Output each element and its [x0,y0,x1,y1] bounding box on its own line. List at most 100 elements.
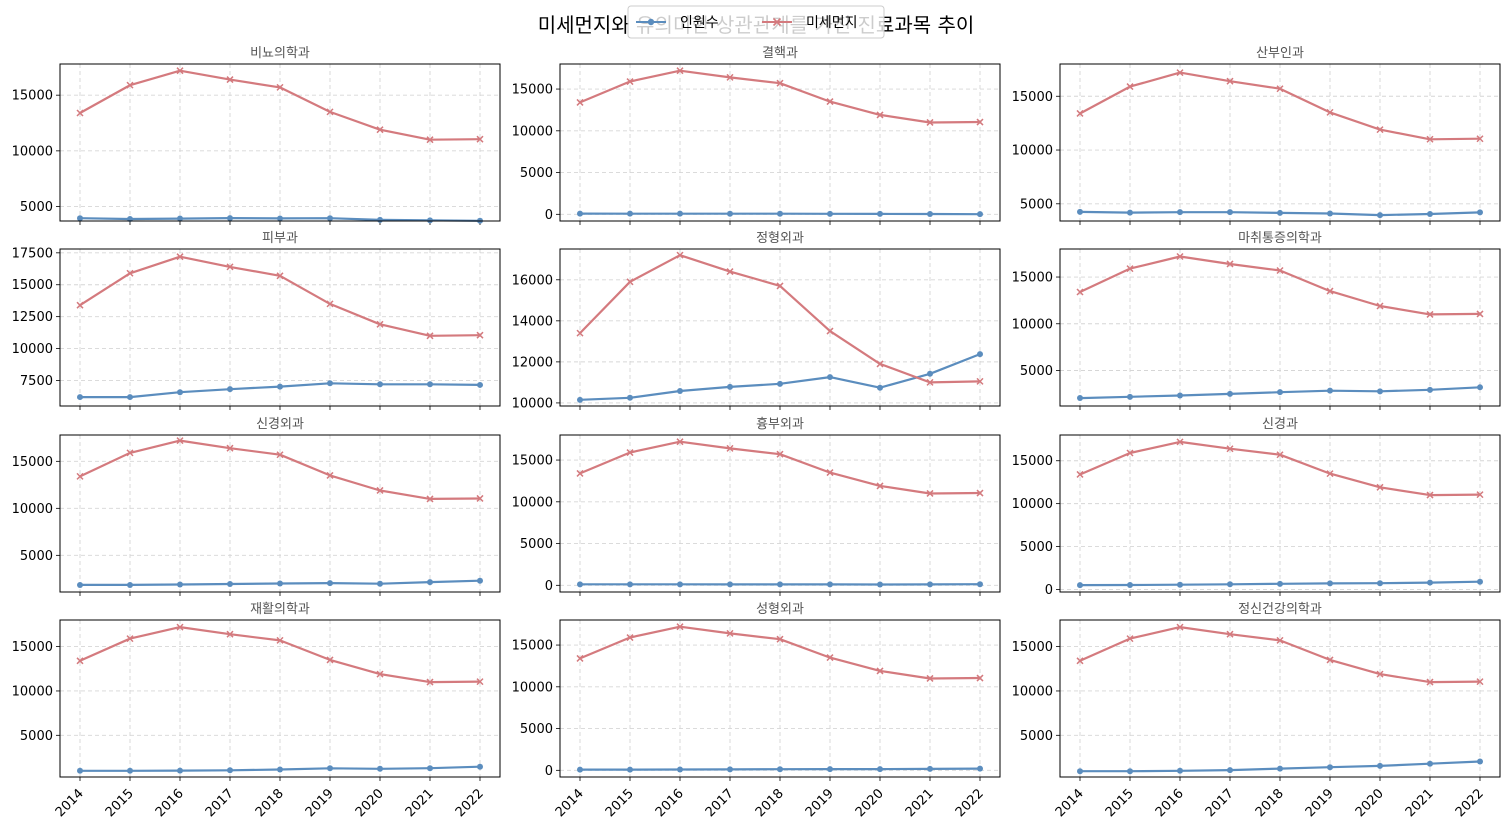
dust-point [876,360,884,368]
dust-point [376,670,384,678]
count-point [927,581,933,588]
dust-point [426,136,434,144]
count-point [1127,768,1133,775]
x-tick-label: 2020 [1353,786,1387,819]
count-point [1327,210,1333,217]
x-tick-label: 2015 [103,786,137,819]
count-point [427,579,433,586]
subplot-panel: 정형외과 10000 12000 14000 16000 [512,231,1001,411]
dust-point [976,118,984,126]
y-tick-label: 5000 [20,549,53,564]
x-tick-label: 2015 [1103,786,1137,819]
count-point [377,580,383,587]
dust-point [776,282,784,290]
dust-point [1126,635,1134,643]
dust-point [326,471,334,479]
count-point [227,581,233,588]
y-tick-label: 15000 [512,83,553,98]
dust-point [476,135,484,143]
y-tick-label: 5000 [1020,197,1053,212]
dust-point [1226,77,1234,85]
count-point [1077,582,1083,589]
count-point [277,215,283,222]
dust-point [676,438,684,446]
x-tick-label: 2019 [803,786,837,819]
count-point [777,766,783,773]
dust-point [1076,288,1084,296]
count-point [577,396,583,403]
y-tick-label: 15000 [12,455,53,470]
count-point [427,381,433,388]
dust-point [326,300,334,308]
subplot-panel: 마취통증의학과 5000 10000 15000 [1012,231,1501,410]
dust-series-line [79,255,481,337]
dust-point [1476,310,1484,318]
y-tick-label: 15000 [512,639,553,654]
y-tick-label: 15000 [1012,640,1053,655]
count-point [777,581,783,588]
dust-point [676,251,684,259]
count-point [227,767,233,774]
dust-point [826,327,834,335]
dust-point [226,630,234,638]
y-tick-label: 15000 [512,454,553,469]
count-point [577,581,583,588]
dust-point [1426,310,1434,318]
count-point [627,581,633,588]
x-tick-label: 2014 [1053,786,1087,819]
count-point [1177,209,1183,216]
subplot-title: 성형외과 [756,602,804,617]
x-tick-label: 2019 [1303,786,1337,819]
subplot-grid: 비뇨의학과50001000015000결핵과050001000015000산부인… [12,46,1501,819]
subplot-panel: 피부과 7500 10000 12500 15000 17500 [12,231,501,410]
dust-point [726,629,734,637]
dust-point [926,489,934,497]
dust-point [376,320,384,328]
count-point [927,210,933,217]
dust-point [726,444,734,452]
subplot-title: 비뇨의학과 [250,46,310,61]
dust-point [1476,135,1484,143]
dust-point [726,73,734,81]
dust-point [176,253,184,261]
legend-frame [627,5,885,39]
count-point [977,351,983,358]
x-tick-label: 2022 [953,786,987,819]
subplot-title: 정형외과 [756,231,804,246]
dust-point [426,678,434,686]
y-tick-label: 15000 [12,89,53,104]
count-point [1427,386,1433,393]
dust-point [1426,491,1434,499]
count-point [1427,760,1433,767]
count-point [477,763,483,770]
dust-point [926,118,934,126]
subplot-panel: 재활의학과 5000 10000 15000 2014 2015 2016 2017 2018 2… [12,602,501,819]
dust-point [1326,470,1334,478]
legend-dust-marker [772,17,782,27]
count-point [827,210,833,217]
dust-point [1076,109,1084,117]
count-point [777,380,783,387]
count-point [327,215,333,222]
y-tick-label: 10000 [512,495,553,510]
y-tick-label: 12000 [512,355,553,370]
dust-point [1176,623,1184,631]
count-point [927,765,933,772]
count-point [1177,392,1183,399]
axes-frame [59,63,501,222]
dust-point [476,494,484,502]
dust-point [1126,265,1134,273]
y-tick-label: 5000 [1020,540,1053,555]
dust-point [1176,69,1184,77]
dust-point [1326,287,1334,295]
y-tick-label: 10000 [1012,317,1053,332]
axes-frame [559,63,1001,222]
count-point [1477,578,1483,585]
dust-point [476,678,484,686]
y-tick-label: 5000 [520,166,553,181]
dust-point [1276,636,1284,644]
count-point [977,581,983,588]
count-point [1227,390,1233,397]
count-point [1377,762,1383,769]
dust-point [226,76,234,84]
